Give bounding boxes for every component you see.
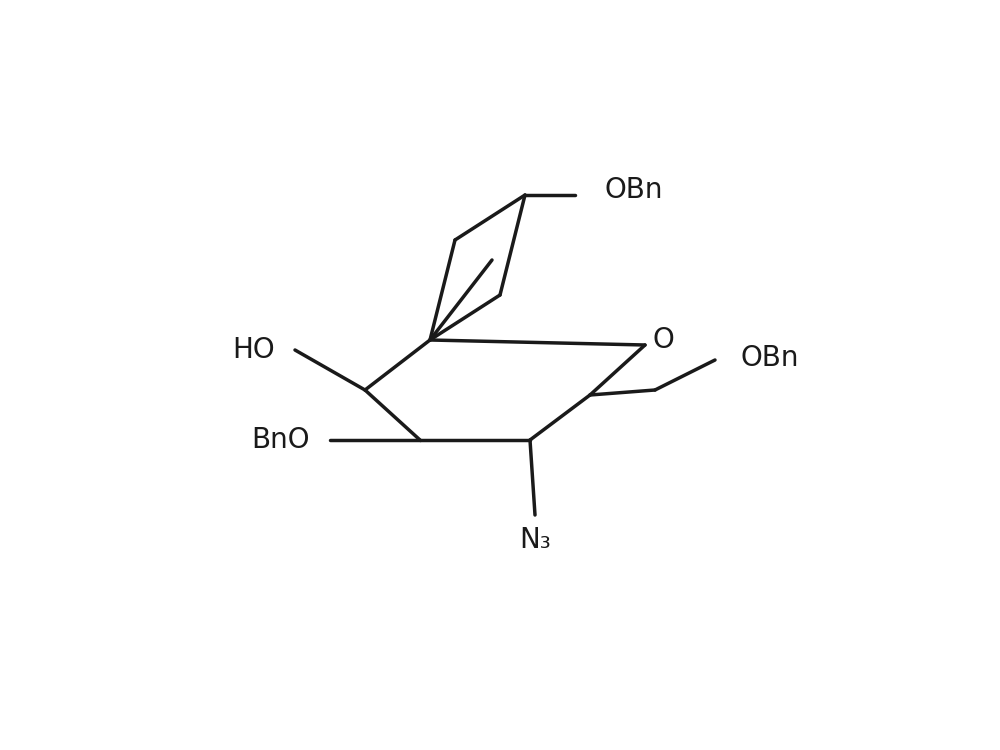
Text: OBn: OBn [605, 176, 664, 204]
Text: HO: HO [232, 336, 275, 364]
Text: OBn: OBn [740, 344, 798, 372]
Text: BnO: BnO [252, 426, 310, 454]
Text: N₃: N₃ [519, 526, 551, 554]
Text: O: O [652, 326, 674, 354]
